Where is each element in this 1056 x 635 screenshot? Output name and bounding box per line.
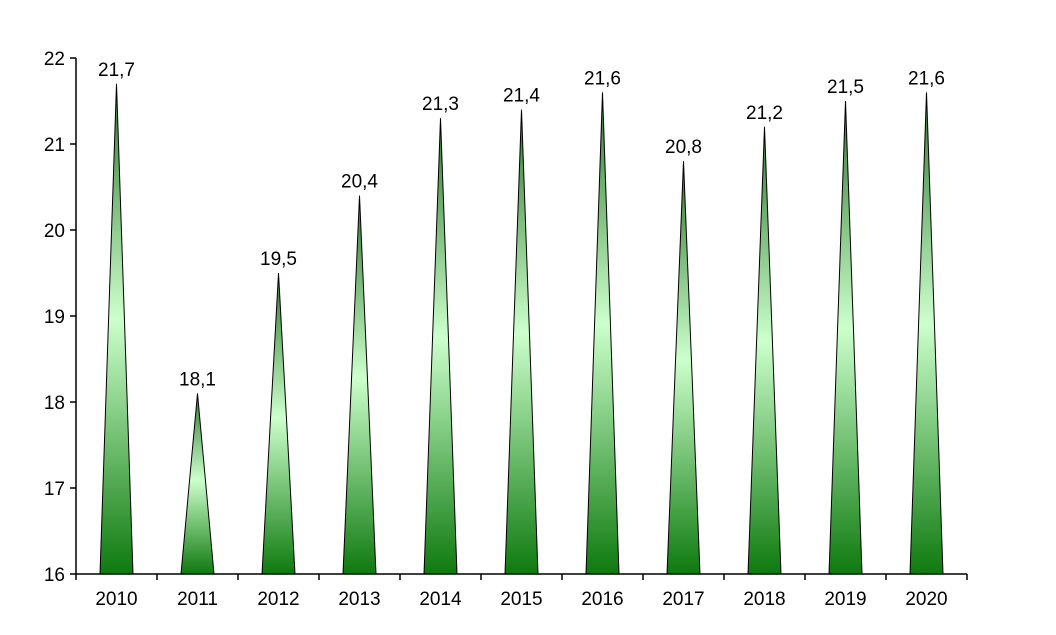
data-label-2011: 18,1 (179, 369, 216, 390)
bar-2011 (180, 393, 215, 575)
x-tick-label-2010: 2010 (95, 589, 137, 610)
bar-2016 (585, 92, 620, 575)
y-tick-label-18: 18 (44, 393, 65, 414)
data-label-2013: 20,4 (341, 172, 378, 193)
y-tick-label-20: 20 (44, 221, 65, 242)
bar-2020 (909, 92, 944, 575)
data-label-2010: 21,7 (98, 60, 135, 81)
bars-layer (99, 83, 944, 575)
x-tick-label-2017: 2017 (662, 589, 704, 610)
bar-2010 (99, 83, 134, 575)
bar-2015 (504, 109, 539, 575)
x-tick-label-2020: 2020 (905, 589, 947, 610)
data-label-2018: 21,2 (746, 103, 783, 124)
x-tick-label-2014: 2014 (419, 589, 462, 610)
x-tick-label-2013: 2013 (338, 589, 380, 610)
y-tick-label-17: 17 (44, 479, 65, 500)
bar-2019 (828, 100, 863, 575)
bar-2014 (423, 118, 458, 575)
y-tick-label-21: 21 (44, 135, 65, 156)
y-tick-label-22: 22 (44, 49, 65, 70)
data-label-2014: 21,3 (422, 94, 459, 115)
bar-2018 (747, 126, 782, 575)
x-tick-label-2012: 2012 (257, 589, 299, 610)
data-label-2017: 20,8 (665, 137, 702, 158)
y-tick-label-16: 16 (44, 565, 65, 586)
data-label-2019: 21,5 (827, 77, 864, 98)
x-tick-label-2019: 2019 (824, 589, 866, 610)
y-tick-label-19: 19 (44, 307, 65, 328)
x-tick-label-2016: 2016 (581, 589, 623, 610)
bar-2013 (342, 195, 377, 575)
x-tick-label-2018: 2018 (743, 589, 785, 610)
bar-2017 (666, 161, 701, 575)
data-label-2016: 21,6 (584, 68, 621, 89)
x-tick-label-2015: 2015 (500, 589, 542, 610)
data-label-2020: 21,6 (908, 68, 945, 89)
bar-2012 (261, 272, 296, 575)
axes-layer (70, 57, 968, 580)
data-label-2015: 21,4 (503, 86, 540, 107)
data-label-2012: 19,5 (260, 249, 297, 270)
labels-layer: 21,7 18,1 19,5 20,4 21,3 21,4 21,6 20,8 21,2 21,5… (44, 49, 948, 610)
x-tick-label-2011: 2011 (177, 589, 218, 610)
